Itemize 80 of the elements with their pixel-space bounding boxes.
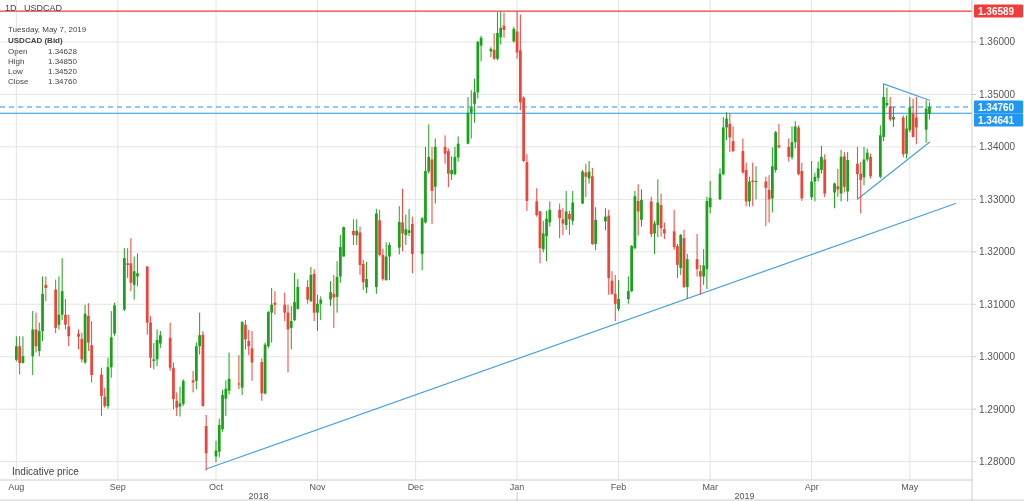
candlestick xyxy=(617,279,620,312)
y-tick-label: 1.33000 xyxy=(979,193,1016,205)
text: 2019 xyxy=(734,491,755,501)
candlestick xyxy=(751,162,755,207)
y-tick-label: 1.29000 xyxy=(979,403,1016,415)
x-tick-label: Apr xyxy=(804,482,819,492)
y-tick-label: 1.35000 xyxy=(979,88,1016,100)
y-tick-label: 1.34000 xyxy=(979,141,1016,153)
candlestick xyxy=(80,332,84,363)
candlestick xyxy=(787,137,791,163)
candlestick xyxy=(329,280,332,307)
x-tick-label: Aug xyxy=(8,482,25,492)
candlestick xyxy=(332,274,336,329)
candlestick xyxy=(388,241,391,281)
annotation: USDCAD (Bid) xyxy=(8,36,63,45)
candlestick xyxy=(568,210,571,236)
candlestick xyxy=(450,155,454,181)
annotation: Low xyxy=(8,67,23,76)
ref-line-label: 1.36589 xyxy=(978,5,1015,17)
annotation: Open xyxy=(8,47,28,56)
candlestick xyxy=(892,106,895,128)
y-tick-label: 1.32000 xyxy=(979,246,1016,258)
candlestick xyxy=(888,96,892,122)
candlestick xyxy=(365,261,368,294)
y-tick-label: 1.28000 xyxy=(979,456,1016,468)
candlestick xyxy=(564,190,568,231)
candlestick xyxy=(132,256,136,301)
annotation: Tuesday, May 7, 2019 xyxy=(8,25,87,34)
y-tick-label: 1.30000 xyxy=(979,351,1016,363)
candlestick xyxy=(914,96,918,145)
candlestick xyxy=(748,176,751,208)
candlestick xyxy=(728,112,732,153)
annotation: 1.34520 xyxy=(48,67,78,76)
candlestick xyxy=(100,367,103,417)
x-tick-label: Dec xyxy=(407,482,425,492)
candlestick xyxy=(401,188,404,252)
x-tick-label: Sep xyxy=(109,482,126,492)
chart-title: USDCAD xyxy=(24,3,63,13)
x-tick-label: Nov xyxy=(309,482,326,492)
candlestick xyxy=(352,218,355,246)
candlestick xyxy=(810,160,814,201)
candlestick xyxy=(571,190,575,226)
candlestick xyxy=(126,247,130,279)
y-tick-label: 1.36000 xyxy=(979,36,1016,48)
candlestick xyxy=(604,207,607,231)
candlestick xyxy=(869,153,872,179)
ref-line-label: 1.34641 xyxy=(978,114,1015,126)
x-tick-label: May xyxy=(901,482,919,492)
candlestick xyxy=(764,176,768,227)
annotation: 1.34760 xyxy=(48,77,78,86)
x-tick-label: Oct xyxy=(208,482,224,492)
annotation: Close xyxy=(8,77,29,86)
annotation: 1.34628 xyxy=(48,47,78,56)
candlestick xyxy=(640,188,643,228)
candlestick xyxy=(316,294,319,332)
annotation: High xyxy=(8,57,25,66)
candlestick xyxy=(14,335,18,362)
candlestick xyxy=(289,305,293,350)
annotation: Indicative price xyxy=(12,466,80,477)
x-tick-label: Mar xyxy=(702,482,718,492)
x-tick-label: Jan xyxy=(509,482,525,492)
annotation: 1.34850 xyxy=(48,57,78,66)
candlestick xyxy=(44,275,48,302)
chart-subtitle: 1D xyxy=(5,3,18,13)
candlestick xyxy=(355,218,359,246)
text: 2018 xyxy=(248,491,269,501)
candlestick xyxy=(136,252,139,287)
candlestick xyxy=(613,274,617,322)
candlestick xyxy=(237,354,241,390)
candlestick xyxy=(306,279,310,305)
candlestick xyxy=(836,168,840,198)
candlestick xyxy=(558,203,562,239)
candlestick xyxy=(584,163,588,198)
ref-line-label: 1.34760 xyxy=(978,101,1015,113)
candlestick xyxy=(18,335,22,376)
candlestick xyxy=(492,32,496,61)
x-tick-label: Feb xyxy=(610,482,627,492)
candlestick xyxy=(833,182,836,209)
candlestick xyxy=(270,287,274,344)
y-tick-label: 1.31000 xyxy=(979,298,1016,310)
